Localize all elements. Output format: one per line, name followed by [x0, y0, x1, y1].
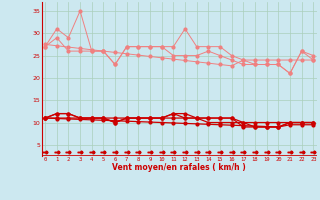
X-axis label: Vent moyen/en rafales ( km/h ): Vent moyen/en rafales ( km/h )	[112, 164, 246, 172]
